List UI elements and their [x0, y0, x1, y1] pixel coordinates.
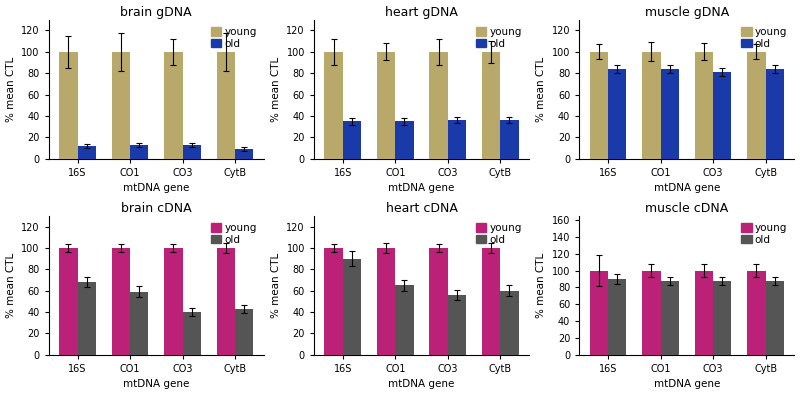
X-axis label: mtDNA gene: mtDNA gene [123, 183, 190, 193]
Bar [642, 271, 661, 355]
Title: muscle cDNA: muscle cDNA [645, 202, 729, 214]
Bar [694, 52, 713, 159]
X-axis label: mtDNA gene: mtDNA gene [654, 380, 720, 389]
Bar [235, 149, 254, 159]
Bar [182, 145, 201, 159]
Bar [642, 52, 661, 159]
Bar [78, 146, 96, 159]
Bar [112, 52, 130, 159]
X-axis label: mtDNA gene: mtDNA gene [388, 380, 454, 389]
Bar [590, 271, 608, 355]
Bar [164, 52, 182, 159]
Bar [325, 52, 342, 159]
Bar [377, 52, 395, 159]
Bar [430, 52, 448, 159]
Bar [747, 52, 766, 159]
X-axis label: mtDNA gene: mtDNA gene [654, 183, 720, 193]
Title: heart cDNA: heart cDNA [386, 202, 458, 214]
Bar [448, 295, 466, 355]
Bar [482, 248, 500, 355]
X-axis label: mtDNA gene: mtDNA gene [388, 183, 454, 193]
Bar [164, 248, 182, 355]
Y-axis label: % mean CTL: % mean CTL [271, 253, 281, 318]
X-axis label: mtDNA gene: mtDNA gene [123, 380, 190, 389]
Bar [377, 248, 395, 355]
Title: brain gDNA: brain gDNA [121, 6, 192, 19]
Bar [342, 121, 361, 159]
Y-axis label: % mean CTL: % mean CTL [536, 253, 546, 318]
Bar [78, 282, 96, 355]
Title: muscle gDNA: muscle gDNA [645, 6, 729, 19]
Bar [395, 121, 414, 159]
Bar [182, 312, 201, 355]
Legend: young, old: young, old [474, 221, 524, 247]
Bar [325, 248, 342, 355]
Bar [430, 248, 448, 355]
Y-axis label: % mean CTL: % mean CTL [536, 56, 546, 122]
Bar [395, 285, 414, 355]
Legend: young, old: young, old [739, 25, 790, 51]
Bar [500, 291, 518, 355]
Bar [608, 279, 626, 355]
Legend: young, old: young, old [739, 221, 790, 247]
Bar [713, 72, 731, 159]
Title: heart gDNA: heart gDNA [385, 6, 458, 19]
Bar [500, 120, 518, 159]
Bar [59, 248, 78, 355]
Bar [694, 271, 713, 355]
Bar [482, 52, 500, 159]
Bar [217, 52, 235, 159]
Bar [235, 309, 254, 355]
Bar [112, 248, 130, 355]
Legend: young, old: young, old [209, 25, 258, 51]
Y-axis label: % mean CTL: % mean CTL [271, 56, 281, 122]
Bar [130, 145, 148, 159]
Legend: young, old: young, old [474, 25, 524, 51]
Bar [590, 52, 608, 159]
Bar [766, 281, 784, 355]
Bar [448, 120, 466, 159]
Bar [59, 52, 78, 159]
Bar [342, 259, 361, 355]
Title: brain cDNA: brain cDNA [121, 202, 191, 214]
Bar [130, 292, 148, 355]
Bar [661, 281, 679, 355]
Legend: young, old: young, old [209, 221, 258, 247]
Bar [608, 69, 626, 159]
Y-axis label: % mean CTL: % mean CTL [6, 56, 15, 122]
Bar [766, 69, 784, 159]
Bar [217, 248, 235, 355]
Bar [713, 281, 731, 355]
Bar [747, 271, 766, 355]
Y-axis label: % mean CTL: % mean CTL [6, 253, 15, 318]
Bar [661, 69, 679, 159]
